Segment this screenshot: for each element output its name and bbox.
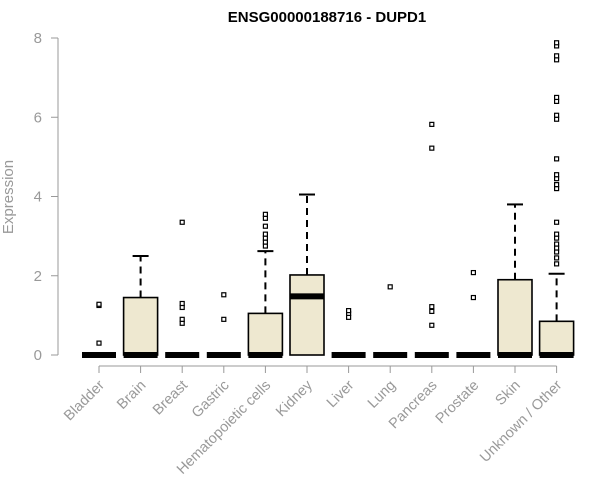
outlier-11-1: [553, 255, 560, 261]
box-9: [456, 269, 491, 358]
box-8: [414, 121, 449, 358]
median-8: [414, 352, 449, 358]
median-6: [331, 352, 366, 358]
outlier-8-2: [429, 304, 435, 310]
outlier-7-0: [387, 284, 393, 290]
y-tick-label-4: 4: [34, 189, 42, 206]
outlier-11-16: [553, 94, 560, 101]
x-tick-label-7: Lung: [365, 378, 399, 412]
box-rect-5: [289, 274, 325, 356]
outlier-6-2: [346, 308, 352, 314]
outlier-11-7: [553, 219, 560, 225]
outlier-11-18: [553, 53, 560, 59]
box-6: [331, 308, 366, 358]
outlier-0-0: [96, 340, 102, 346]
outlier-4-4: [262, 223, 268, 229]
outlier-11-11: [553, 172, 560, 178]
outlier-4-6: [262, 211, 268, 217]
outlier-9-1: [470, 269, 476, 276]
chart-title: ENSG00000188716 - DUPD1: [228, 9, 426, 26]
outlier-11-20: [553, 40, 560, 46]
outlier-9-0: [470, 294, 476, 301]
box-rect-4: [247, 312, 284, 356]
box-1: [122, 254, 159, 358]
y-tick-label-6: 6: [34, 109, 42, 126]
x-tick-label-2: Breast: [150, 378, 191, 419]
outlier-11-9: [553, 182, 560, 188]
outlier-11-4: [553, 241, 560, 247]
outlier-11-12: [553, 156, 560, 162]
outlier-11-0: [553, 261, 560, 267]
median-2: [165, 352, 200, 358]
outlier-0-2: [96, 301, 102, 307]
x-tick-label-1: Brain: [114, 378, 149, 413]
x-tick-label-5: Kidney: [273, 377, 316, 420]
x-tick-label-9: Prostate: [433, 378, 482, 427]
box-7: [373, 284, 408, 358]
outlier-8-1: [429, 308, 435, 315]
outlier-8-0: [429, 322, 435, 328]
y-axis-label: Expression: [0, 160, 17, 234]
median-4: [248, 352, 283, 358]
box-rect-10: [497, 278, 533, 356]
box-11: [538, 40, 575, 358]
y-axis: 0 2 4 6 8: [34, 30, 59, 364]
box-0: [82, 301, 116, 358]
outlier-2-1: [179, 316, 185, 322]
median-0: [82, 352, 116, 358]
median-7: [373, 352, 408, 358]
median-3: [206, 352, 241, 358]
outlier-8-4: [429, 121, 435, 127]
outlier-2-3: [179, 300, 185, 307]
outlier-3-1: [221, 292, 227, 298]
x-tick-label-10: Skin: [493, 378, 524, 409]
box-3: [206, 292, 241, 358]
y-tick-label-2: 2: [34, 268, 42, 285]
boxes-group: [82, 40, 575, 358]
box-2: [165, 219, 200, 358]
outlier-8-3: [429, 145, 435, 151]
outlier-2-4: [179, 219, 185, 225]
box-5: [289, 193, 325, 356]
median-1: [123, 352, 158, 358]
outlier-11-6: [553, 231, 560, 237]
median-5: [290, 293, 324, 300]
box-4: [247, 211, 284, 358]
outlier-4-3: [262, 231, 268, 237]
x-tick-label-0: Bladder: [61, 377, 108, 424]
box-rect-1: [122, 296, 159, 356]
y-tick-label-8: 8: [34, 30, 42, 47]
median-9: [456, 352, 491, 358]
box-rect-11: [538, 320, 575, 356]
median-10: [498, 352, 532, 358]
outlier-11-14: [553, 112, 560, 118]
x-tick-label-6: Liver: [324, 377, 358, 411]
box-10: [497, 203, 533, 358]
outlier-3-0: [221, 316, 227, 322]
median-11: [539, 352, 574, 358]
y-tick-label-0: 0: [34, 347, 42, 364]
